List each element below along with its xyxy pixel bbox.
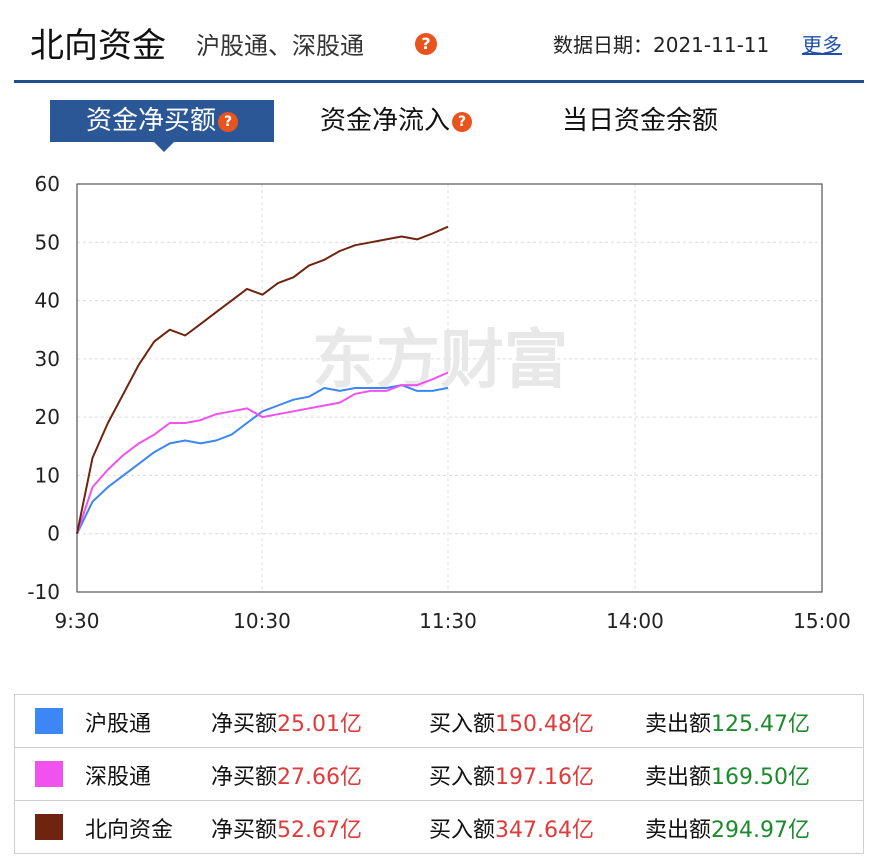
- y-tick-label: 30: [35, 347, 60, 371]
- y-tick-label: 20: [35, 405, 60, 429]
- sell-cell: 卖出额169.50亿: [645, 759, 810, 791]
- legend-row: 深股通 净买额27.66亿 买入额197.16亿 卖出额169.50亿: [15, 748, 863, 801]
- series-swatch: [35, 708, 63, 734]
- buy-value: 197.16亿: [495, 765, 594, 790]
- y-tick-label: 0: [47, 522, 60, 546]
- x-tick-label: 10:30: [233, 609, 291, 633]
- y-tick-label: 50: [35, 230, 60, 254]
- sell-label: 卖出额: [645, 818, 712, 843]
- sell-cell: 卖出额125.47亿: [645, 706, 810, 738]
- net-buy-label: 净买额: [211, 712, 278, 737]
- net-buy-cell: 净买额52.67亿: [211, 812, 362, 844]
- net-buy-value: 25.01亿: [277, 712, 362, 737]
- series-lines: [76, 225, 449, 535]
- sell-value: 294.97亿: [711, 818, 810, 843]
- sell-value: 125.47亿: [711, 712, 810, 737]
- series-name: 沪股通: [85, 712, 152, 737]
- legend-table: 沪股通 净买额25.01亿 买入额150.48亿 卖出额125.47亿 深股通 …: [14, 694, 864, 854]
- sell-label: 卖出额: [645, 765, 712, 790]
- y-tick-label: 40: [35, 289, 60, 313]
- legend-row: 沪股通 净买额25.01亿 买入额150.48亿 卖出额125.47亿: [15, 695, 863, 748]
- y-tick-label: -10: [27, 580, 60, 604]
- series-swatch: [35, 761, 63, 787]
- series-name: 深股通: [85, 765, 152, 790]
- buy-cell: 买入额197.16亿: [429, 759, 594, 791]
- tab-net-inflow[interactable]: 资金净流入?: [320, 100, 473, 142]
- x-tick-label: 9:30: [55, 609, 100, 633]
- header: 北向资金 沪股通、深股通 ? 数据日期：2021-11-11 更多: [0, 0, 890, 83]
- series-swatch: [35, 814, 63, 840]
- buy-cell: 买入额150.48亿: [429, 706, 594, 738]
- header-divider: [14, 80, 864, 83]
- net-buy-label: 净买额: [211, 818, 278, 843]
- net-buy-cell: 净买额27.66亿: [211, 759, 362, 791]
- more-link[interactable]: 更多: [802, 33, 842, 57]
- buy-label: 买入额: [429, 818, 496, 843]
- sell-cell: 卖出额294.97亿: [645, 812, 810, 844]
- help-icon[interactable]: ?: [415, 33, 437, 55]
- legend-row: 北向资金 净买额52.67亿 买入额347.64亿 卖出额294.97亿: [15, 801, 863, 853]
- net-buy-cell: 净买额25.01亿: [211, 706, 362, 738]
- net-buy-value: 27.66亿: [277, 765, 362, 790]
- x-tick-label: 11:30: [419, 609, 477, 633]
- net-buy-value: 52.67亿: [277, 818, 362, 843]
- y-axis-ticks: 60 50 40 30 20 10 0 -10: [27, 172, 60, 604]
- buy-label: 买入额: [429, 765, 496, 790]
- series-name: 北向资金: [85, 818, 174, 843]
- line-chart: 东方财富 60 50 40 30 20 10 0 -10 9:30 10:30 11:30 14:0…: [27, 172, 851, 633]
- data-date: 数据日期：2021-11-11: [553, 33, 770, 57]
- tab-net-buy[interactable]: 资金净买额?: [50, 100, 274, 152]
- buy-value: 347.64亿: [495, 818, 594, 843]
- net-buy-label: 净买额: [211, 765, 278, 790]
- page-title: 北向资金: [30, 26, 166, 66]
- help-icon[interactable]: ?: [452, 111, 473, 132]
- series-line: [76, 225, 449, 534]
- x-tick-label: 15:00: [793, 609, 851, 633]
- plot-frame: [76, 183, 823, 593]
- buy-cell: 买入额347.64亿: [429, 812, 594, 844]
- help-icon[interactable]: ?: [218, 111, 238, 132]
- tab-label: 资金净流入: [320, 106, 451, 136]
- x-tick-label: 14:00: [606, 609, 664, 633]
- watermark: 东方财富: [312, 324, 568, 398]
- tab-label: 资金净买额: [85, 106, 216, 136]
- sell-value: 169.50亿: [711, 765, 810, 790]
- series-line: [76, 371, 449, 535]
- page-subtitle: 沪股通、深股通: [196, 32, 364, 60]
- tab-daily-balance[interactable]: 当日资金余额: [562, 100, 718, 142]
- series-line: [76, 384, 449, 535]
- sell-label: 卖出额: [645, 712, 712, 737]
- x-axis-ticks: 9:30 10:30 11:30 14:00 15:00: [55, 609, 851, 633]
- y-tick-label: 60: [35, 172, 60, 196]
- tab-label: 当日资金余额: [562, 106, 719, 136]
- buy-value: 150.48亿: [495, 712, 594, 737]
- y-tick-label: 10: [35, 463, 60, 487]
- buy-label: 买入额: [429, 712, 496, 737]
